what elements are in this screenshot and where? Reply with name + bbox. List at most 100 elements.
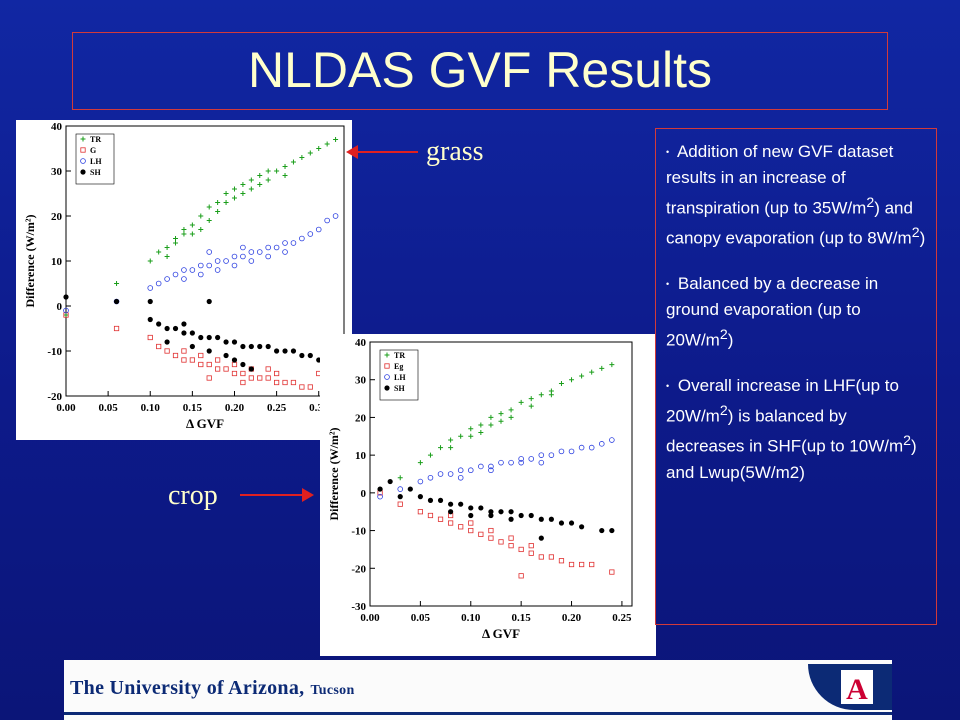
data-point <box>299 352 305 359</box>
data-point <box>231 253 238 260</box>
data-point <box>206 334 212 341</box>
legend-label: TR <box>90 135 101 144</box>
series-g <box>63 312 322 390</box>
data-point <box>427 497 434 503</box>
x-tick-label: 0.15 <box>183 402 203 414</box>
data-point <box>282 173 288 178</box>
data-point <box>568 561 575 568</box>
x-tick-label: 0.20 <box>562 612 582 624</box>
data-point <box>508 459 514 466</box>
data-point <box>467 467 474 474</box>
data-point <box>273 244 280 251</box>
y-tick-label: -20 <box>351 563 366 575</box>
data-point <box>417 494 423 500</box>
y-tick-label: 20 <box>355 412 367 424</box>
university-logo: A <box>808 664 892 710</box>
data-point <box>508 516 514 522</box>
data-point <box>437 497 444 503</box>
bullet-1: • Addition of new GVF dataset results in… <box>666 139 926 251</box>
legend-label: LH <box>90 157 102 166</box>
data-point <box>558 380 564 386</box>
data-point <box>518 399 524 405</box>
x-tick-label: 0.05 <box>411 612 431 624</box>
data-point <box>63 294 69 300</box>
x-tick-label: 0.05 <box>98 402 118 414</box>
data-point <box>282 240 288 246</box>
data-point <box>274 168 280 174</box>
data-point <box>589 561 595 568</box>
data-point <box>478 505 484 511</box>
data-point <box>324 217 330 224</box>
data-point <box>113 325 120 332</box>
data-point <box>257 173 263 178</box>
data-point <box>518 512 524 519</box>
data-point <box>206 375 212 381</box>
data-point <box>189 222 195 228</box>
y-tick-label: -30 <box>351 601 366 613</box>
data-point <box>206 204 212 210</box>
data-point <box>265 253 271 260</box>
data-point <box>299 384 305 390</box>
data-point <box>181 330 187 336</box>
data-point <box>579 524 585 530</box>
legend: TR Eg LH SH <box>379 349 419 401</box>
data-point <box>589 369 595 375</box>
y-tick-label: 10 <box>355 450 367 462</box>
slide-title: NLDAS GVF Results <box>247 42 712 98</box>
data-point <box>282 379 288 386</box>
y-tick-label: -10 <box>351 526 366 538</box>
data-point <box>307 231 314 237</box>
arizona-a-icon: A <box>841 670 873 706</box>
data-point <box>558 520 565 526</box>
data-point <box>447 471 454 477</box>
superscript: 2 <box>903 433 912 450</box>
data-point <box>458 524 464 530</box>
data-point <box>397 475 403 481</box>
data-point <box>80 147 86 153</box>
data-point <box>498 459 504 466</box>
data-point <box>206 262 213 269</box>
data-point <box>156 321 162 327</box>
data-point <box>231 186 237 192</box>
x-tick-label: 0.25 <box>612 612 632 624</box>
data-point <box>198 361 204 368</box>
data-point <box>215 334 221 341</box>
bullet-text: Addition of new GVF dataset results in a… <box>666 142 894 218</box>
data-point <box>181 231 187 237</box>
data-point <box>448 501 454 507</box>
data-point <box>518 546 524 553</box>
y-axis-label: Difference (W/m²) <box>23 214 37 307</box>
data-point <box>214 258 221 264</box>
data-point <box>387 478 393 485</box>
legend-label: TR <box>394 351 405 360</box>
data-point <box>147 334 153 341</box>
data-point <box>468 512 474 519</box>
legend-label: SH <box>394 384 405 393</box>
data-point <box>290 159 296 165</box>
data-point <box>548 452 555 458</box>
x-tick-label: 0.10 <box>141 402 161 414</box>
data-point <box>147 285 154 291</box>
data-point <box>458 433 464 439</box>
data-point <box>80 169 86 175</box>
data-point <box>164 254 170 259</box>
data-point <box>397 486 404 492</box>
data-point <box>215 366 221 372</box>
x-tick-label: 0.00 <box>56 402 76 414</box>
data-point <box>528 396 534 402</box>
data-point <box>558 558 565 564</box>
data-point <box>324 141 330 147</box>
data-point <box>282 348 288 354</box>
data-point <box>181 348 187 354</box>
data-point <box>478 531 484 537</box>
data-point <box>290 348 297 354</box>
data-point <box>198 352 204 359</box>
data-point <box>80 136 86 142</box>
data-point <box>384 363 390 369</box>
data-point <box>223 191 229 196</box>
data-point <box>172 352 179 359</box>
data-point <box>377 493 383 500</box>
data-point <box>579 373 585 379</box>
data-point <box>114 281 120 286</box>
data-point <box>579 561 585 568</box>
